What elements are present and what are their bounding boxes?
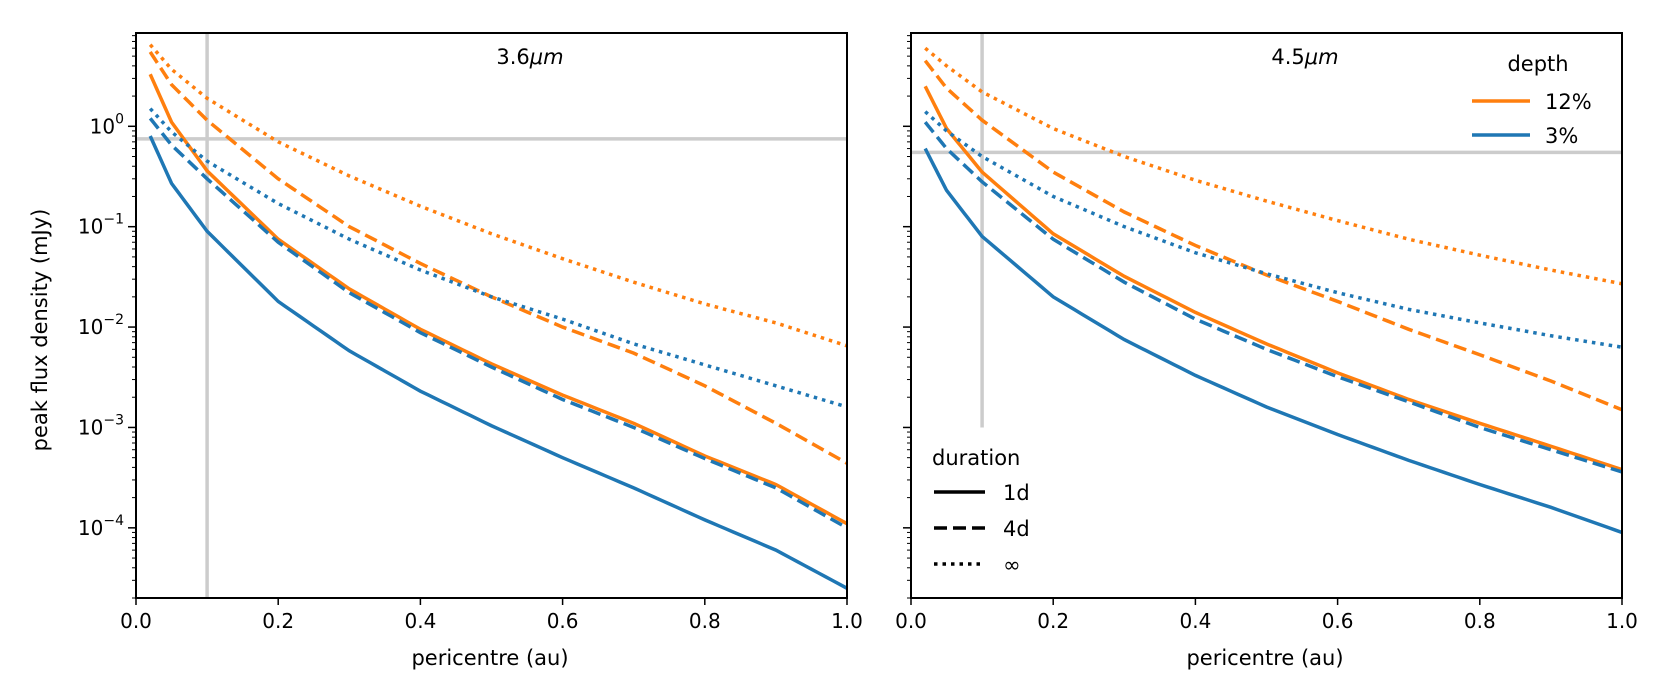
plot-area-1: 0.0 0.2 0.4 0.6 0.8 1.0 [895, 32, 1638, 633]
x-tick-label: 0.2 [262, 609, 294, 633]
x-tick-label: 0.4 [1179, 609, 1211, 633]
series-line-12pct-inf [924, 46, 1622, 286]
series-line-12pct-4d [148, 51, 847, 465]
x-tick-label: 0.8 [1464, 609, 1496, 633]
plot-frame [910, 32, 1623, 599]
x-tick-label: 0.2 [1037, 609, 1069, 633]
legend-label-1d: 1d [1003, 481, 1030, 505]
y-tick-label: 10−4 [78, 513, 124, 540]
x-tick-label: 0.6 [547, 609, 579, 633]
legend-depth-title: depth [1507, 52, 1568, 76]
y-tick-label: 10−3 [78, 412, 124, 439]
y-tick-base: 10 [78, 516, 103, 540]
series-line-3pct-1d [923, 147, 1622, 535]
y-axis-label: peak flux density (mJy) [28, 209, 52, 452]
y-tick-base: 10 [78, 315, 103, 339]
y-tick-exponent: −3 [103, 412, 124, 428]
legend-label-12: 12% [1545, 90, 1592, 114]
x-axis-label: pericentre (au) [411, 646, 568, 670]
x-tick-label: 0.6 [1322, 609, 1354, 633]
series-group [923, 46, 1622, 535]
series-line-3pct-4d [923, 121, 1622, 474]
y-tick-exponent: −1 [103, 212, 124, 228]
panel-title: 3.6μm [496, 45, 563, 69]
series-line-3pct-inf [924, 110, 1622, 349]
panel-3-6um: 3.6μm peak flux density (mJy) pericentre… [28, 45, 569, 670]
y-tick-exponent: −2 [103, 312, 124, 328]
series-line-12pct-4d [923, 59, 1622, 412]
panel-title: 4.5μm [1271, 45, 1338, 69]
legend-duration-title: duration [932, 446, 1020, 470]
x-tick-label: 1.0 [831, 609, 863, 633]
y-tick-base: 10 [78, 215, 103, 239]
y-tick-base: 10 [78, 415, 103, 439]
series-line-12pct-1d [923, 85, 1622, 472]
series-line-12pct-inf [148, 43, 847, 348]
series-line-3pct-inf [148, 107, 847, 409]
y-tick-label: 10−2 [78, 312, 124, 339]
legend-label-3: 3% [1545, 124, 1578, 148]
y-tick-label: 100 [90, 111, 124, 138]
x-tick-label: 0.4 [404, 609, 436, 633]
y-tick-label: 10−1 [78, 212, 124, 239]
series-group [148, 43, 847, 590]
series-line-12pct-1d [148, 73, 847, 526]
y-tick-base: 10 [90, 114, 115, 138]
y-tick-exponent: −4 [103, 513, 124, 529]
plot-frame [135, 32, 848, 599]
series-line-3pct-1d [148, 135, 847, 590]
x-tick-label: 0.8 [689, 609, 721, 633]
legend-depth: depth 12% 3% [1472, 52, 1592, 148]
legend-label-inf: ∞ [1003, 553, 1021, 577]
series-line-3pct-4d [148, 117, 847, 530]
x-tick-label: 1.0 [1606, 609, 1638, 633]
y-tick-exponent: 0 [115, 111, 124, 127]
legend-duration: duration 1d 4d ∞ [932, 446, 1030, 577]
x-axis-label: pericentre (au) [1186, 646, 1343, 670]
panel-4-5um: 4.5μm pericentre (au) [1186, 45, 1343, 670]
x-tick-label: 0.0 [895, 609, 927, 633]
legend-label-4d: 4d [1003, 517, 1030, 541]
x-tick-label: 0.0 [120, 609, 152, 633]
